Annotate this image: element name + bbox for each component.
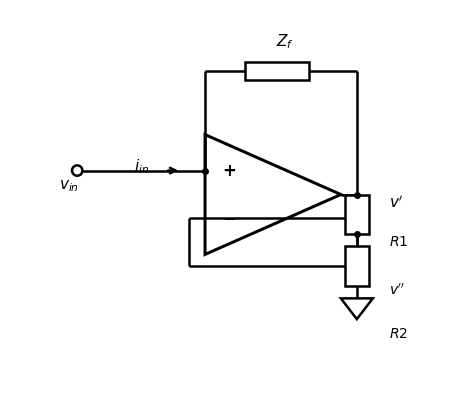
Text: $v'$: $v'$ <box>389 194 403 211</box>
FancyBboxPatch shape <box>245 62 309 80</box>
Text: $i_{in}$: $i_{in}$ <box>134 157 149 176</box>
Text: $R1$: $R1$ <box>389 235 408 249</box>
Text: −: − <box>222 209 236 228</box>
FancyBboxPatch shape <box>345 194 369 234</box>
Text: $R2$: $R2$ <box>389 327 408 341</box>
Text: $v''$: $v''$ <box>389 283 405 298</box>
FancyBboxPatch shape <box>345 246 369 286</box>
Text: +: + <box>222 162 236 179</box>
Text: $v_{in}$: $v_{in}$ <box>59 179 79 194</box>
Text: $Z_f$: $Z_f$ <box>276 32 294 51</box>
